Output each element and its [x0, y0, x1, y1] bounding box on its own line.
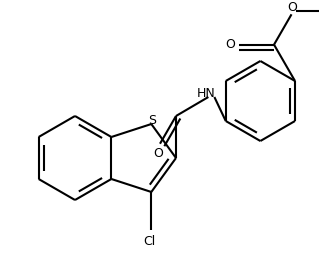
Text: O: O — [288, 1, 297, 14]
Text: HN: HN — [197, 87, 216, 100]
Text: S: S — [148, 113, 156, 126]
Text: O: O — [225, 38, 235, 51]
Text: O: O — [153, 147, 163, 160]
Text: Cl: Cl — [143, 236, 155, 249]
